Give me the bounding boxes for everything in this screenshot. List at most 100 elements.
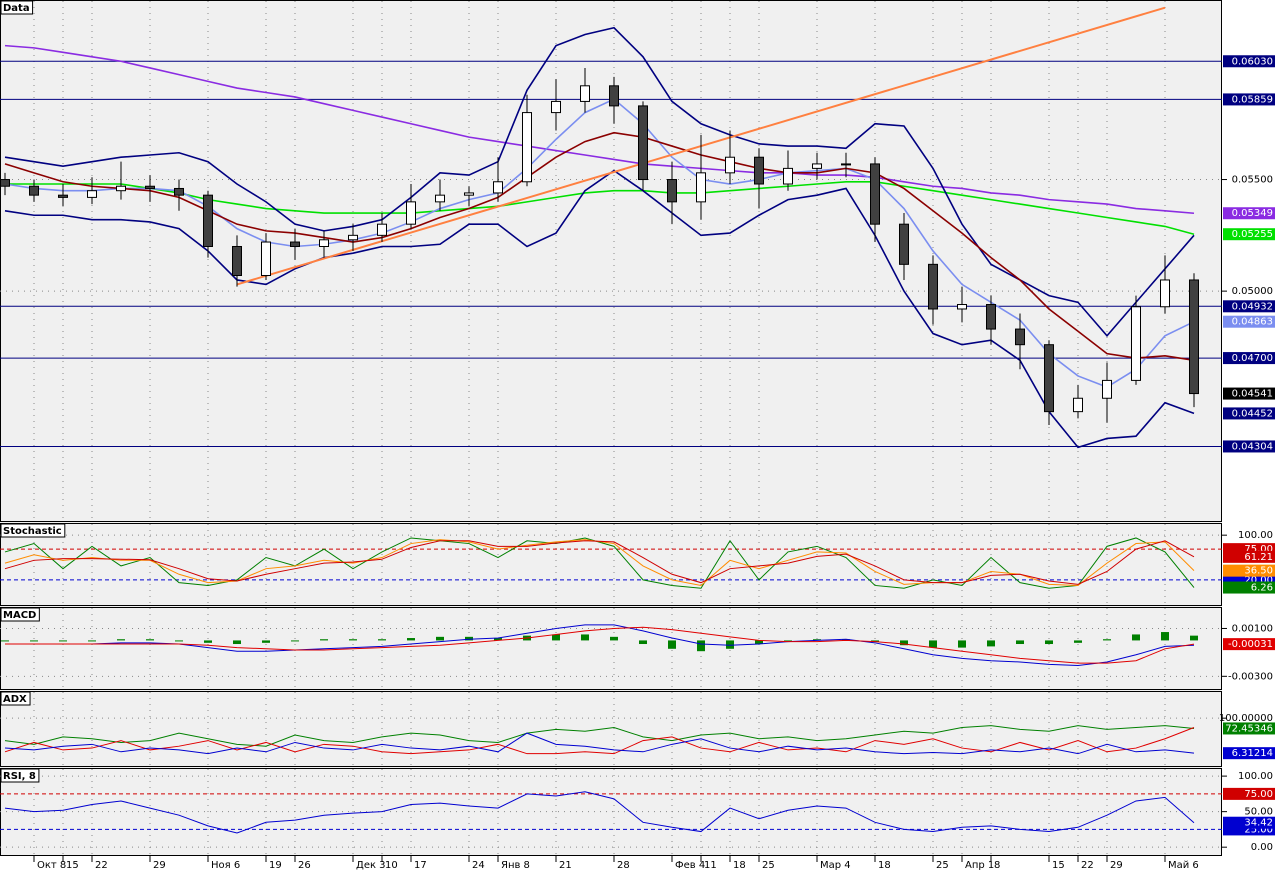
candle-body [899, 223, 909, 265]
panel-border [0, 691, 1222, 767]
series-line [4, 732, 1195, 755]
value-label: 34.42 [1244, 818, 1273, 829]
histogram-bar [1, 640, 9, 642]
candle-body [348, 234, 358, 241]
value-label: 25.00 [1244, 824, 1273, 835]
candle-body [406, 201, 416, 225]
value-box [1223, 440, 1275, 453]
plot-background [0, 0, 1222, 856]
x-axis-background [0, 856, 1222, 872]
candle-body [58, 194, 68, 198]
candle-body [116, 185, 126, 192]
value-label: 0.05255 [1232, 229, 1273, 240]
value-label: 20.00 [1244, 575, 1273, 586]
x-tick-label: 18 [733, 860, 746, 871]
x-tick-label: 29 [153, 860, 166, 871]
candle-body [1044, 344, 1054, 413]
candle-body [580, 85, 590, 102]
value-box [1223, 407, 1275, 420]
histogram-bar [581, 634, 589, 641]
value-box [1223, 787, 1275, 800]
value-label: 75.00 [1244, 789, 1273, 800]
value-label: 36.50 [1244, 566, 1273, 577]
candle-body [1160, 279, 1170, 308]
x-tick-label: Ноя 6 [211, 860, 240, 871]
series-line [4, 169, 1195, 449]
series-line [4, 26, 1195, 337]
candle-body [870, 163, 880, 225]
panel-title: RSI, 8 [3, 771, 36, 782]
candle-body [696, 172, 706, 203]
y-tick-label: 0.05000 [1232, 286, 1273, 297]
value-label: 0.06030 [1232, 56, 1273, 67]
candle-body [638, 105, 648, 181]
panel-title: ADX [3, 694, 27, 705]
histogram-bar [465, 636, 473, 641]
histogram-bar [320, 639, 328, 641]
x-tick-label: 29 [1110, 860, 1123, 871]
value-box [1223, 207, 1275, 220]
candle-body [493, 181, 503, 194]
histogram-bar [1016, 640, 1024, 645]
value-box [1223, 638, 1275, 651]
series-line [5, 626, 1195, 664]
candle-body [522, 112, 532, 183]
candle-body [957, 304, 967, 310]
histogram-bar [610, 636, 618, 641]
value-label: 61.21 [1244, 552, 1273, 563]
value-box [1223, 387, 1275, 400]
histogram-bar [871, 640, 879, 642]
y-tick-label: 100.00000 [1219, 713, 1273, 724]
value-box [1223, 300, 1275, 313]
value-label: 0.05349 [1232, 208, 1273, 219]
x-tick-label: 15 [66, 860, 79, 871]
x-tick-label: 11 [704, 860, 717, 871]
histogram-bar [262, 640, 270, 643]
x-tick-label: 24 [472, 860, 485, 871]
histogram-bar [436, 636, 444, 641]
histogram-bar [958, 640, 966, 648]
value-label: 0.04932 [1232, 301, 1273, 312]
value-label: 0.04452 [1232, 408, 1273, 419]
value-label: 75.00 [1244, 544, 1273, 555]
y-tick-label: 100.00 [1238, 771, 1273, 782]
candle-body [464, 192, 474, 196]
candle-body [261, 241, 271, 277]
histogram-bar [117, 639, 125, 641]
x-tick-label: 19 [269, 860, 282, 871]
series-line [4, 44, 1195, 215]
x-tick-label: Апр 1 [965, 860, 994, 871]
candle-body [87, 190, 97, 198]
histogram-bar [726, 640, 734, 649]
candle-body [203, 194, 213, 247]
x-tick-label: Мар 4 [820, 860, 851, 871]
candle-body [1015, 328, 1025, 346]
candle-body [841, 163, 851, 166]
x-tick-label: 28 [617, 860, 630, 871]
x-tick-label: 22 [95, 860, 108, 871]
histogram-bar [1103, 639, 1111, 641]
series-line [4, 540, 1195, 585]
x-tick-label: 10 [385, 860, 398, 871]
candle-body [667, 179, 677, 203]
histogram-bar [494, 638, 502, 641]
candle-body [290, 241, 300, 247]
x-tick-label: 8 [994, 860, 1000, 871]
candle-body [1102, 379, 1112, 399]
histogram-bar [1045, 640, 1053, 645]
value-box [1223, 352, 1275, 365]
y-tick-label: 0.00 [1251, 842, 1273, 853]
value-box [1223, 228, 1275, 241]
candle-body [319, 239, 329, 247]
x-tick-label: Янв 8 [501, 860, 530, 871]
histogram-bar [88, 640, 96, 642]
value-box [1223, 55, 1275, 68]
x-tick-label: 25 [936, 860, 949, 871]
series-line [4, 791, 1195, 834]
value-box [1223, 581, 1275, 594]
value-label: -0.00031 [1228, 639, 1273, 650]
value-box [1223, 93, 1275, 106]
candle-body [145, 185, 155, 189]
